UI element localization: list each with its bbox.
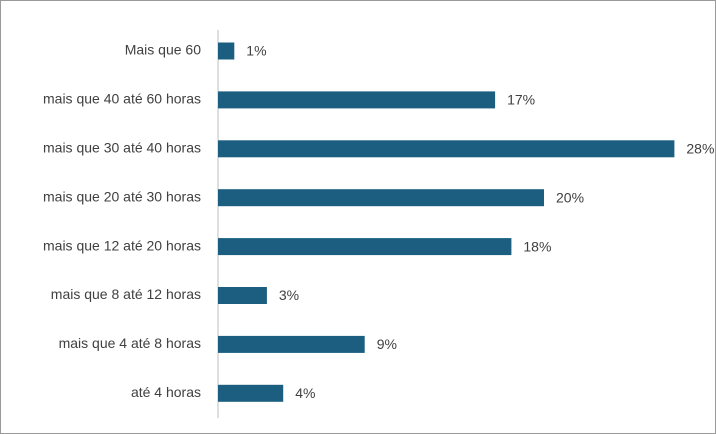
data-label: 28%: [686, 141, 714, 157]
y-tick-label: mais que 12 até 20 horas: [43, 237, 201, 253]
data-label: 1%: [246, 43, 266, 59]
y-tick-label: Mais que 60: [125, 42, 201, 58]
data-label: 3%: [279, 287, 299, 303]
bar: [218, 335, 365, 353]
data-label: 4%: [295, 385, 315, 401]
bar: [218, 189, 544, 207]
y-tick-label: mais que 20 até 30 horas: [43, 188, 201, 204]
data-label: 9%: [377, 336, 397, 352]
y-tick-label: mais que 8 até 12 horas: [51, 286, 201, 302]
y-tick-label: mais que 4 até 8 horas: [59, 335, 201, 351]
bar: [218, 91, 496, 109]
bar: [218, 384, 284, 402]
y-tick-label: mais que 30 até 40 horas: [43, 140, 201, 156]
bar: [218, 287, 267, 304]
data-label: 17%: [507, 92, 535, 108]
bar: [218, 42, 235, 60]
data-label: 18%: [523, 238, 551, 254]
bar: [218, 140, 675, 158]
bar: [218, 238, 512, 256]
data-label: 20%: [556, 189, 584, 205]
y-tick-label: até 4 horas: [131, 384, 201, 400]
y-tick-label: mais que 40 até 60 horas: [43, 91, 201, 107]
